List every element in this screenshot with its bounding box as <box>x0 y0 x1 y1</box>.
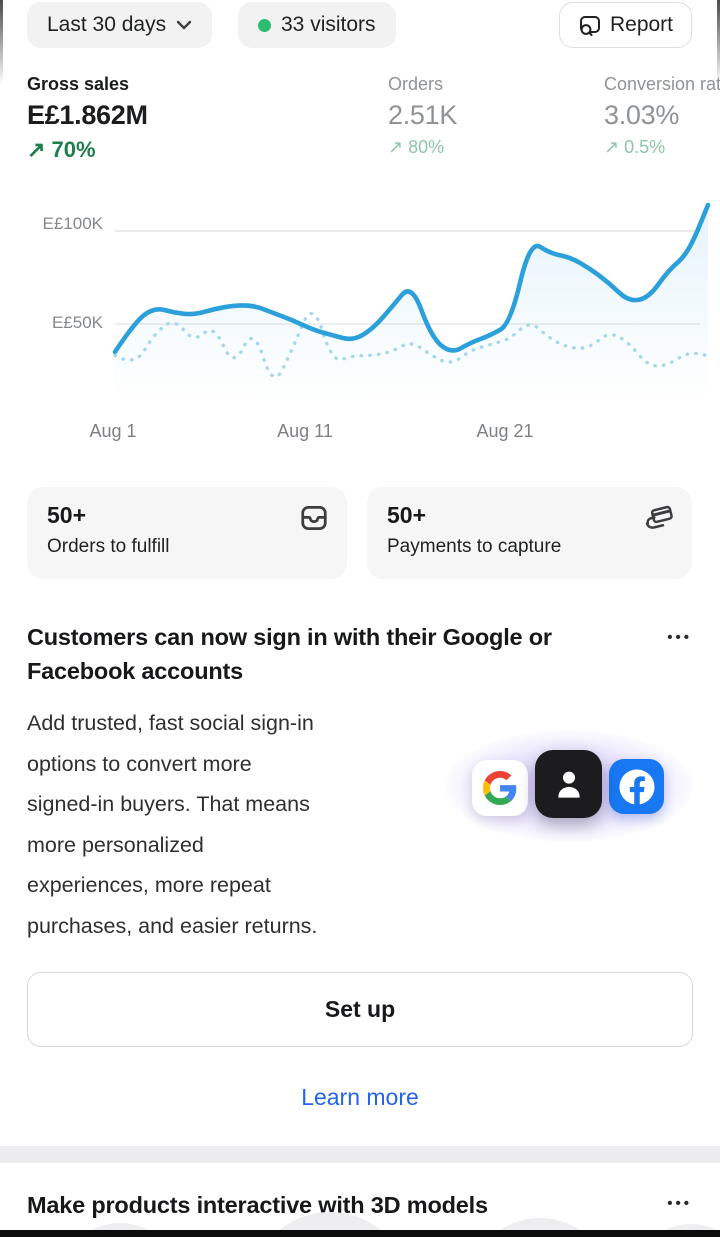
orders-label: Orders to fulfill <box>47 536 170 557</box>
screen-edge-right <box>717 0 720 85</box>
announcement-body: Add trusted, fast social sign-in options… <box>27 711 318 938</box>
card-hand-icon <box>645 505 673 529</box>
date-range-selector[interactable]: Last 30 days <box>27 2 213 48</box>
date-range-label: Last 30 days <box>47 13 167 36</box>
setup-button[interactable]: Set up <box>27 972 693 1047</box>
live-visitors-pill[interactable]: 33 visitors <box>238 2 396 48</box>
payments-label: Payments to capture <box>387 536 562 557</box>
report-button[interactable]: Report <box>558 2 692 48</box>
metric-value: 2.51K <box>388 100 458 130</box>
metric-label: Gross sales <box>27 74 130 94</box>
metric-change: ↗ 0.5% <box>604 137 666 157</box>
metric-orders: Orders 2.51K ↗ 80% <box>388 74 457 158</box>
metric-value: 3.03% <box>604 100 680 130</box>
google-icon <box>472 760 528 816</box>
report-icon <box>579 16 600 37</box>
x-axis-tick-aug21: Aug 21 <box>476 421 534 441</box>
announcement-title: Customers can now sign in with their Goo… <box>27 624 552 684</box>
screen-bottom-edge <box>0 1230 720 1237</box>
announcement-menu-button[interactable]: ••• <box>667 629 692 646</box>
metric-gross-sales: Gross sales E£1.862M ↗ 70% <box>27 74 148 163</box>
live-dot-icon <box>258 18 271 32</box>
screen-edge-left <box>0 0 3 85</box>
metric-change: ↗ 70% <box>27 137 96 162</box>
inbox-orders-icon <box>301 506 327 530</box>
report-label: Report <box>609 13 673 36</box>
chart-plot-area[interactable] <box>0 195 720 415</box>
metric-label: Orders <box>388 74 444 94</box>
x-axis-tick-aug1: Aug 1 <box>89 421 137 441</box>
social-providers-graphic <box>445 718 705 863</box>
payments-count: 50+ <box>387 502 427 528</box>
facebook-icon <box>609 759 664 814</box>
x-axis-tick-aug11: Aug 11 <box>277 421 333 441</box>
learn-more-link[interactable]: Learn more <box>0 1084 720 1111</box>
y-axis-tick-100k: E£100K <box>42 214 104 233</box>
visitors-label: 33 visitors <box>281 13 376 36</box>
chevron-down-icon <box>176 20 192 30</box>
metric-conversion-rate: Conversion rate 3.03% ↗ 0.5% <box>604 74 720 158</box>
y-axis-tick-50k: E£50K <box>51 313 103 332</box>
payments-to-capture-card[interactable]: 50+ Payments to capture <box>367 487 692 579</box>
metric-change: ↗ 80% <box>388 137 445 157</box>
next-card-title: Make products interactive with 3D models <box>27 1192 488 1218</box>
gross-sales-chart: E£100K E£50K Aug 1 Aug 11 Aug 21 <box>0 195 720 450</box>
metric-value: E£1.862M <box>27 100 148 130</box>
learn-more-label: Learn more <box>301 1084 419 1110</box>
orders-to-fulfill-card[interactable]: 50+ Orders to fulfill <box>27 487 347 579</box>
next-card-menu-button[interactable]: ••• <box>667 1195 692 1212</box>
orders-count: 50+ <box>47 502 87 528</box>
section-divider <box>0 1146 720 1163</box>
metric-label: Conversion rate <box>604 74 720 94</box>
person-icon <box>535 750 602 818</box>
setup-label: Set up <box>324 996 396 1022</box>
